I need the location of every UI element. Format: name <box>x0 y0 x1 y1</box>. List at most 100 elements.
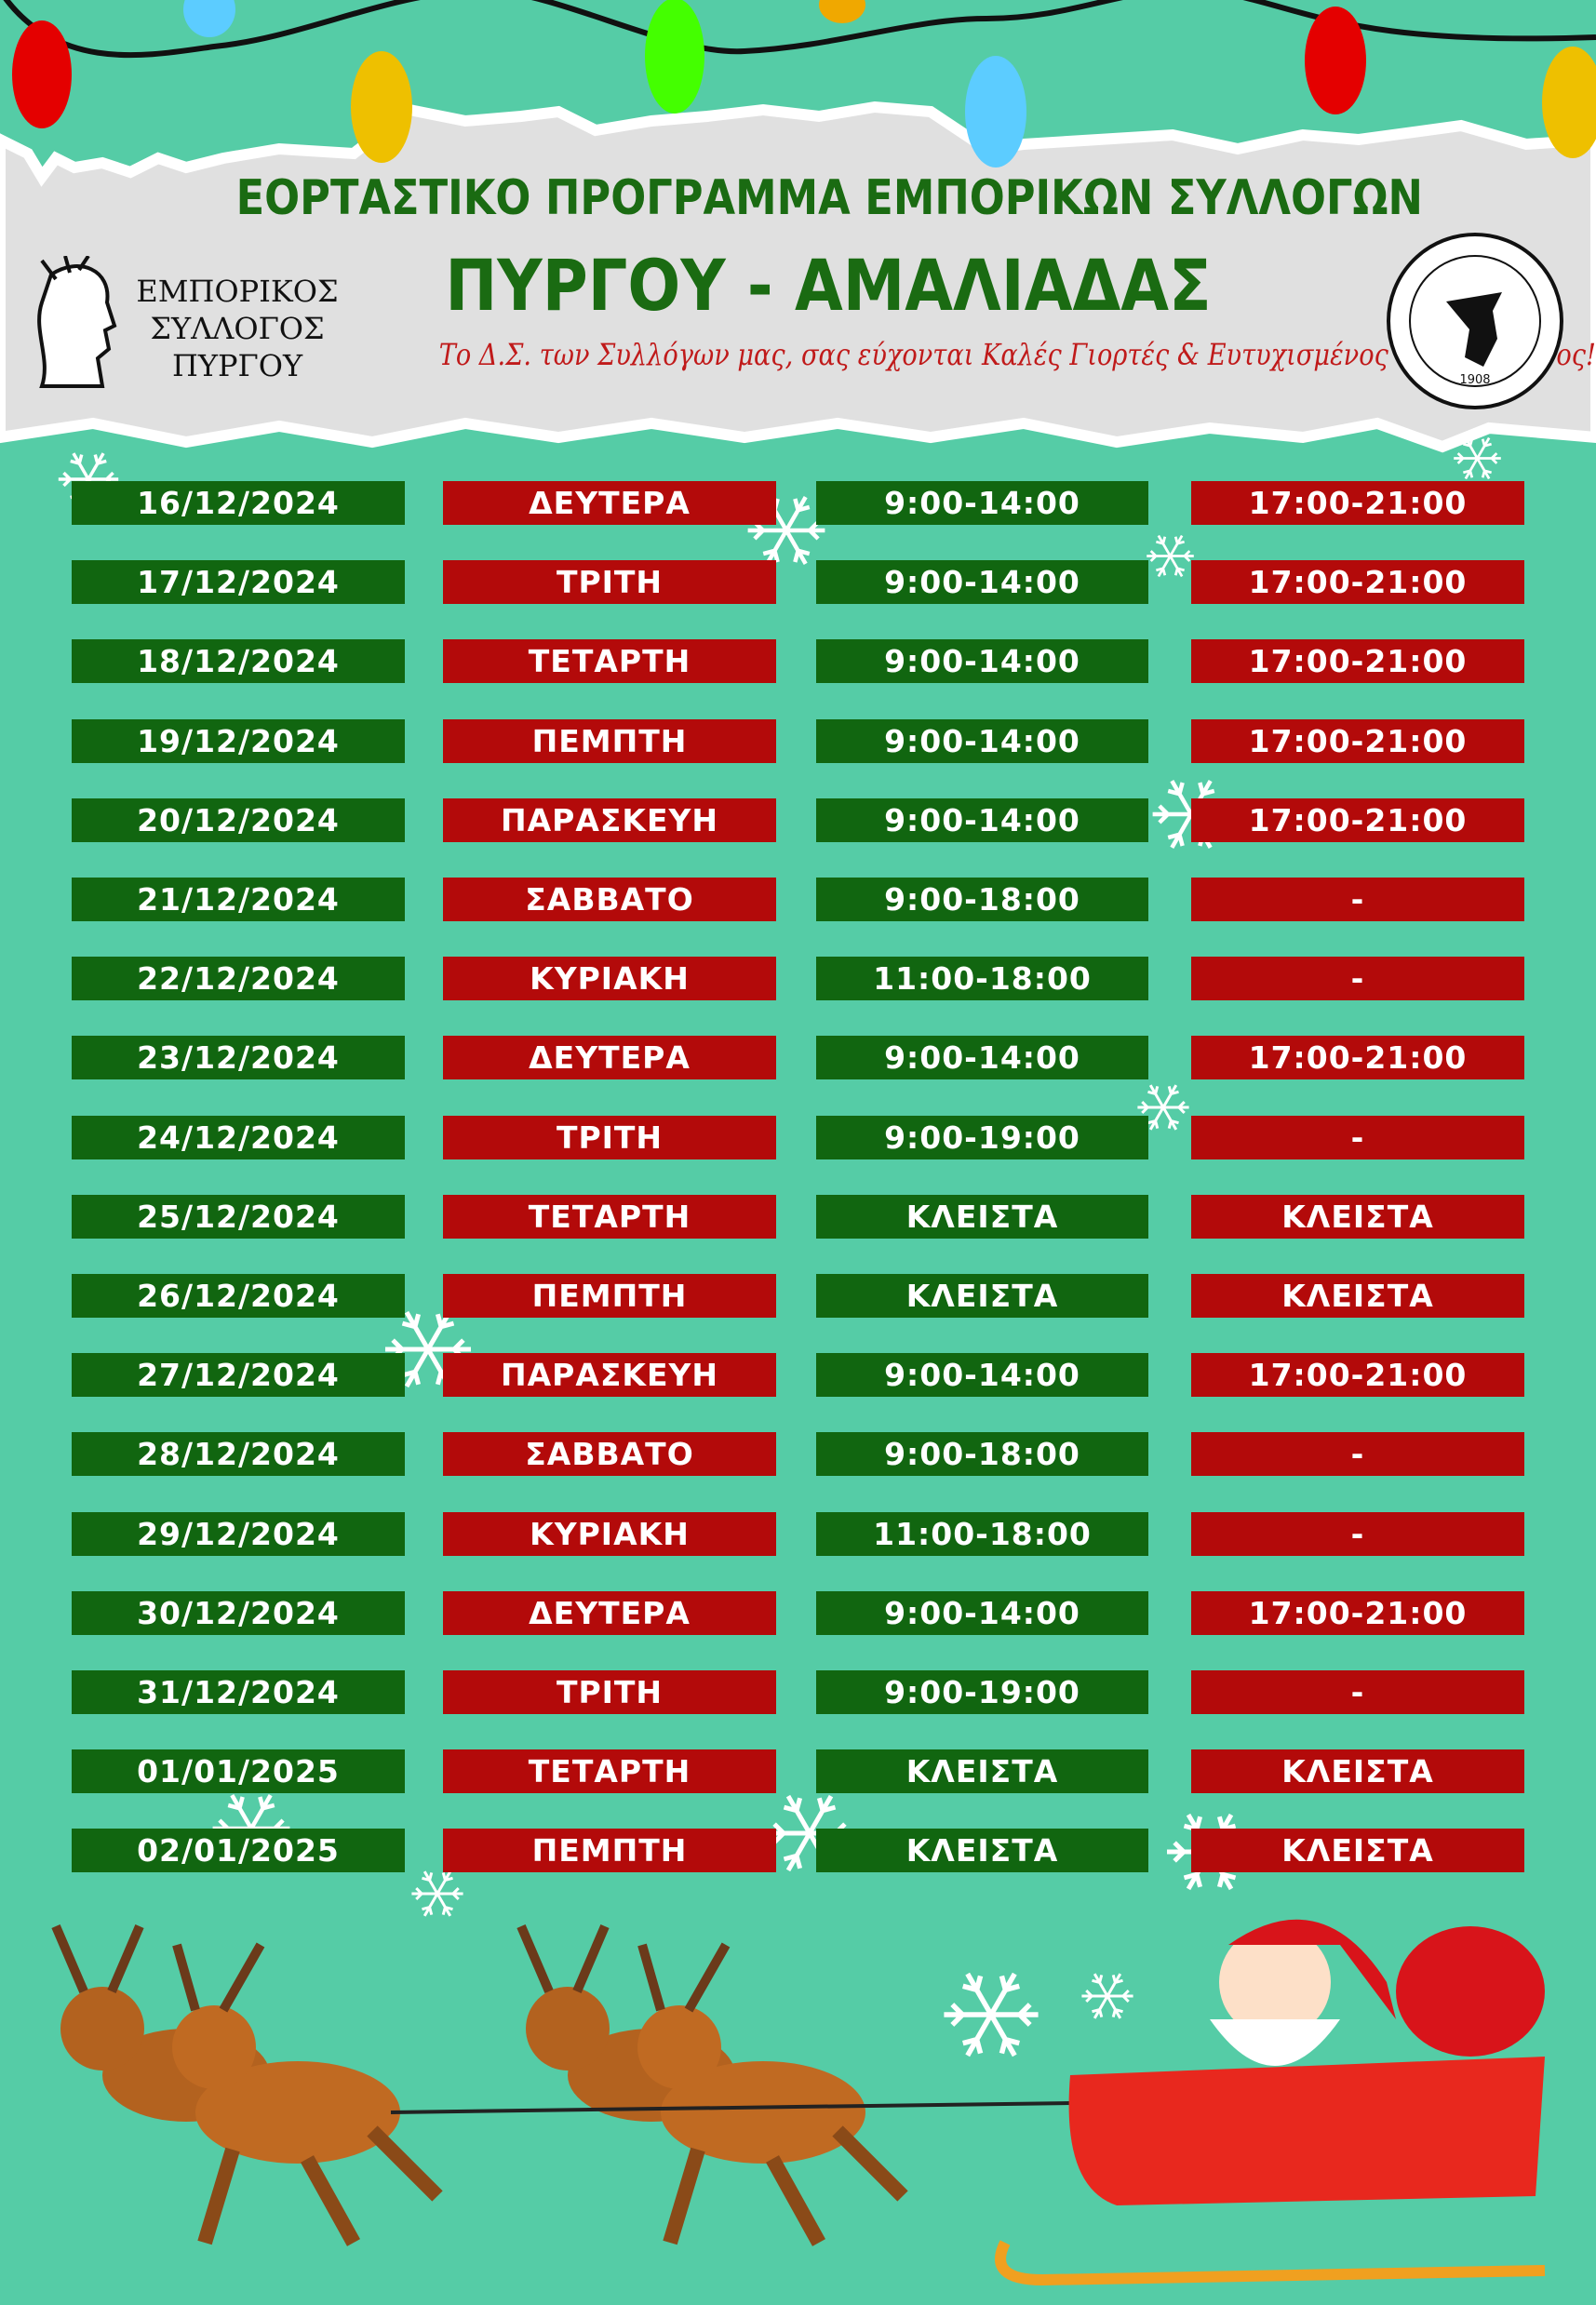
date-cell: 31/12/2024 <box>72 1670 405 1714</box>
date-cell: 22/12/2024 <box>72 957 405 1001</box>
table-row: 26/12/2024 ΠΕΜΠΤΗ ΚΛΕΙΣΤΑ ΚΛΕΙΣΤΑ <box>0 1274 1596 1318</box>
yellow-bulb-icon <box>351 51 412 163</box>
blue-bulb-icon <box>965 56 1026 168</box>
evening-hours-cell: 17:00-21:00 <box>1191 639 1524 684</box>
morning-hours-cell: ΚΛΕΙΣΤΑ <box>816 1194 1148 1239</box>
evening-hours-cell: ΚΛΕΙΣΤΑ <box>1191 1274 1524 1318</box>
santa-sleigh-reindeer-illustration <box>51 1919 1546 2286</box>
hermes-profile-icon <box>1409 255 1541 387</box>
evening-hours-cell: - <box>1191 1115 1524 1159</box>
table-row: 30/12/2024 ΔΕΥΤΕΡΑ 9:00-14:00 17:00-21:00 <box>0 1590 1596 1635</box>
table-row: 02/01/2025 ΠΕΜΠΤΗ ΚΛΕΙΣΤΑ ΚΛΕΙΣΤΑ <box>0 1829 1596 1873</box>
red-bulb-icon <box>1305 7 1366 114</box>
morning-hours-cell: 9:00-19:00 <box>816 1670 1148 1714</box>
date-cell: 19/12/2024 <box>72 718 405 763</box>
reindeer-group-middle <box>516 1924 908 2246</box>
evening-hours-cell: 17:00-21:00 <box>1191 797 1524 842</box>
snowflake-icon <box>944 1972 1039 2057</box>
logo-line: ΠΥΡΓΟΥ <box>171 348 303 383</box>
evening-hours-cell: - <box>1191 1432 1524 1477</box>
day-cell: ΣΑΒΒΑΤΟ <box>443 878 776 921</box>
hermes-head-icon <box>37 256 117 388</box>
table-row: 31/12/2024 ΤΡΙΤΗ 9:00-19:00- <box>0 1670 1596 1714</box>
table-row: 20/12/2024 ΠΑΡΑΣΚΕΥΗ 9:00-14:00 17:00-21:00 <box>0 797 1596 842</box>
santa-sleigh <box>995 1919 1546 2286</box>
table-row: 22/12/2024 ΚΥΡΙΑΚΗ 11:00-18:00- <box>0 957 1596 1001</box>
date-cell: 17/12/2024 <box>72 560 405 605</box>
day-cell: ΠΕΜΠΤΗ <box>443 1829 776 1873</box>
christmas-lights <box>3 0 1596 168</box>
day-cell: ΤΡΙΤΗ <box>443 1115 776 1159</box>
evening-hours-cell: - <box>1191 1670 1524 1714</box>
date-cell: 26/12/2024 <box>72 1274 405 1318</box>
date-cell: 23/12/2024 <box>72 1036 405 1080</box>
snowflake-icon <box>1137 1084 1189 1131</box>
date-cell: 28/12/2024 <box>72 1432 405 1477</box>
table-row: 01/01/2025 ΤΕΤΑΡΤΗ ΚΛΕΙΣΤΑ ΚΛΕΙΣΤΑ <box>0 1749 1596 1794</box>
seal-year: 1908 <box>1459 373 1491 387</box>
table-row: 18/12/2024 ΤΕΤΑΡΤΗ 9:00-14:00 17:00-21:00 <box>0 639 1596 684</box>
morning-hours-cell: 9:00-14:00 <box>816 560 1148 605</box>
date-cell: 18/12/2024 <box>72 639 405 684</box>
snowflake-icon <box>411 1870 463 1917</box>
table-row: 16/12/2024 ΔΕΥΤΕΡΑ 9:00-14:00 17:00-21:00 <box>0 481 1596 525</box>
morning-hours-cell: 9:00-14:00 <box>816 639 1148 684</box>
day-cell: ΚΥΡΙΑΚΗ <box>443 957 776 1001</box>
date-cell: 27/12/2024 <box>72 1353 405 1398</box>
table-row: 28/12/2024 ΣΑΒΒΑΤΟ 9:00-18:00- <box>0 1432 1596 1477</box>
day-cell: ΣΑΒΒΑΤΟ <box>443 1432 776 1477</box>
snowflake-icon <box>1454 436 1501 480</box>
day-cell: ΠΑΡΑΣΚΕΥΗ <box>443 797 776 842</box>
green-bulb-icon <box>645 0 704 114</box>
orange-bulb-icon <box>819 0 865 23</box>
morning-hours-cell: 9:00-19:00 <box>816 1115 1148 1159</box>
day-cell: ΤΕΤΑΡΤΗ <box>443 639 776 684</box>
logo-line: ΣΥΛΛΟΓΟΣ <box>150 311 325 346</box>
day-cell: ΔΕΥΤΕΡΑ <box>443 481 776 525</box>
logo-line: ΕΜΠΟΡΙΚΟΣ <box>136 274 339 309</box>
greeting-text: Το Δ.Σ. των Συλλόγων μας, σας εύχονται Κ… <box>438 337 1596 372</box>
morning-hours-cell: 9:00-14:00 <box>816 1353 1148 1398</box>
morning-hours-cell: 11:00-18:00 <box>816 957 1148 1001</box>
date-cell: 30/12/2024 <box>72 1590 405 1635</box>
header-band <box>0 101 1596 453</box>
date-cell: 16/12/2024 <box>72 481 405 525</box>
date-cell: 29/12/2024 <box>72 1511 405 1556</box>
logo-amaliada-association: 1908 <box>1387 233 1563 409</box>
date-cell: 24/12/2024 <box>72 1115 405 1159</box>
date-cell: 02/01/2025 <box>72 1829 405 1873</box>
day-cell: ΠΑΡΑΣΚΕΥΗ <box>443 1353 776 1398</box>
evening-hours-cell: ΚΛΕΙΣΤΑ <box>1191 1749 1524 1794</box>
evening-hours-cell: 17:00-21:00 <box>1191 1036 1524 1080</box>
evening-hours-cell: 17:00-21:00 <box>1191 1590 1524 1635</box>
day-cell: ΔΕΥΤΕΡΑ <box>443 1036 776 1080</box>
snowflake-icon <box>1081 1973 1133 2019</box>
table-row: 25/12/2024 ΤΕΤΑΡΤΗ ΚΛΕΙΣΤΑ ΚΛΕΙΣΤΑ <box>0 1194 1596 1239</box>
table-row: 23/12/2024 ΔΕΥΤΕΡΑ 9:00-14:00 17:00-21:00 <box>0 1036 1596 1080</box>
morning-hours-cell: ΚΛΕΙΣΤΑ <box>816 1749 1148 1794</box>
evening-hours-cell: - <box>1191 878 1524 921</box>
date-cell: 25/12/2024 <box>72 1194 405 1239</box>
snowflake-icon <box>385 1310 471 1388</box>
date-cell: 20/12/2024 <box>72 797 405 842</box>
morning-hours-cell: 11:00-18:00 <box>816 1511 1148 1556</box>
snowflake-icon <box>1147 534 1194 578</box>
evening-hours-cell: ΚΛΕΙΣΤΑ <box>1191 1194 1524 1239</box>
blue-bulb-icon <box>183 0 235 37</box>
evening-hours-cell: 17:00-21:00 <box>1191 1353 1524 1398</box>
yellow-bulb-icon <box>1542 47 1596 158</box>
day-cell: ΤΡΙΤΗ <box>443 560 776 605</box>
date-cell: 21/12/2024 <box>72 878 405 921</box>
evening-hours-cell: 17:00-21:00 <box>1191 560 1524 605</box>
table-row: 17/12/2024 ΤΡΙΤΗ 9:00-14:00 17:00-21:00 <box>0 560 1596 605</box>
table-row: 21/12/2024 ΣΑΒΒΑΤΟ 9:00-18:00- <box>0 878 1596 921</box>
day-cell: ΤΕΤΑΡΤΗ <box>443 1749 776 1794</box>
table-row: 29/12/2024 ΚΥΡΙΑΚΗ 11:00-18:00- <box>0 1511 1596 1556</box>
evening-hours-cell: - <box>1191 1511 1524 1556</box>
day-cell: ΤΕΤΑΡΤΗ <box>443 1194 776 1239</box>
day-cell: ΠΕΜΠΤΗ <box>443 718 776 763</box>
page-subtitle-cities: ΠΥΡΓΟΥ - ΑΜΑΛΙΑΔΑΣ <box>445 244 1212 327</box>
morning-hours-cell: 9:00-14:00 <box>816 481 1148 525</box>
page-title: ΕΟΡΤΑΣΤΙΚΟ ΠΡΟΓΡΑΜΜΑ ΕΜΠΟΡΙΚΩΝ ΣΥΛΛΟΓΩΝ <box>235 170 1423 226</box>
date-cell: 01/01/2025 <box>72 1749 405 1794</box>
